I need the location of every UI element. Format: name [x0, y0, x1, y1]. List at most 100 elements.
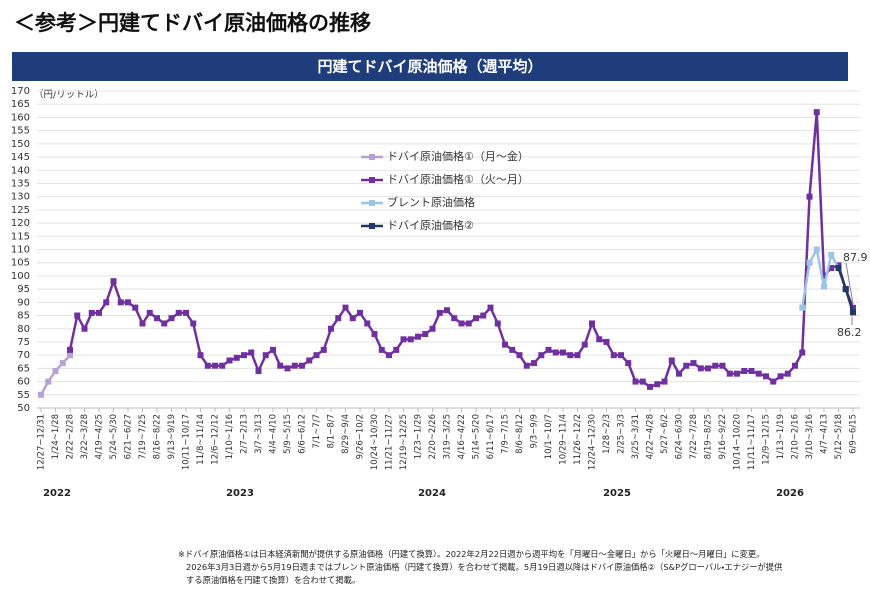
x-tick-label: 2/7~2/13	[240, 414, 250, 454]
footnote: 2026年3月3日週から5月19日週まではブレント原油価格（円建て換算）を合わせ…	[186, 562, 782, 572]
data-point	[248, 349, 255, 356]
data-point	[734, 370, 740, 377]
y-tick-label: 150	[11, 139, 30, 150]
data-point	[799, 304, 806, 311]
x-tick-label: 10/29~11/4	[559, 414, 569, 465]
data-point	[806, 193, 813, 200]
data-point	[190, 320, 197, 327]
year-label: 2025	[603, 488, 631, 499]
x-tick-label: 12/6~12/12	[211, 414, 221, 465]
data-point	[552, 349, 559, 356]
x-tick-label: 10/14~10/20	[733, 414, 743, 470]
data-point	[103, 299, 110, 306]
data-point	[154, 315, 160, 322]
data-point	[349, 315, 356, 322]
x-tick-label: 4/4~4/10	[269, 414, 279, 454]
legend-marker	[369, 177, 375, 183]
data-point	[799, 349, 806, 356]
data-point	[480, 312, 487, 319]
data-point	[393, 346, 400, 353]
y-tick-label: 165	[11, 99, 30, 110]
data-point	[835, 264, 842, 271]
x-tick-label: 12/27~12/31	[37, 414, 47, 470]
data-point	[378, 346, 385, 353]
x-tick-label: 1/23~1/29	[414, 414, 424, 459]
data-point	[117, 299, 124, 306]
y-tick-label: 100	[11, 271, 30, 282]
x-tick-label: 6/9~6/15	[849, 414, 859, 454]
legend-label: ドバイ原油価格①（火～月）	[387, 172, 529, 186]
leader-line	[845, 262, 854, 304]
x-tick-label: 8/1~8/7	[327, 414, 337, 448]
data-point	[465, 320, 472, 327]
data-point	[494, 320, 501, 327]
data-point	[538, 352, 545, 359]
x-tick-label: 3/22~3/28	[80, 414, 90, 459]
data-point	[763, 373, 769, 380]
data-point	[371, 331, 378, 338]
legend-marker	[369, 223, 375, 229]
data-point	[400, 336, 407, 343]
data-point	[81, 325, 88, 332]
data-point	[270, 346, 276, 353]
data-point	[581, 341, 588, 348]
x-tick-label: 3/10~3/16	[805, 414, 815, 459]
data-point	[668, 357, 675, 364]
data-point	[610, 352, 617, 359]
data-point	[828, 264, 835, 271]
data-point	[813, 109, 820, 116]
y-tick-label: 130	[11, 192, 30, 203]
x-tick-label: 7/22~7/28	[689, 414, 699, 459]
x-tick-label: 8/6~8/12	[515, 414, 525, 454]
data-point	[277, 362, 284, 369]
data-point	[632, 378, 639, 385]
data-point	[45, 378, 52, 385]
data-point	[168, 315, 175, 322]
data-point	[67, 346, 73, 353]
data-point	[705, 365, 711, 372]
x-tick-label: 11/21~11/27	[385, 414, 395, 470]
data-point	[567, 352, 574, 359]
y-tick-label: 70	[17, 350, 30, 361]
y-tick-label: 65	[17, 363, 30, 374]
data-label: 86.2	[837, 326, 862, 339]
data-point	[603, 338, 610, 345]
x-tick-label: 3/7~3/13	[254, 414, 264, 454]
data-point	[226, 357, 233, 364]
footnote: ※ドバイ原油価格①は日本経済新聞が提供する原油価格（円建て換算）。2022年2月…	[178, 549, 765, 559]
x-tick-label: 9/26~10/2	[356, 414, 366, 459]
x-tick-label: 5/27~6/2	[660, 414, 670, 454]
data-point	[38, 391, 44, 398]
x-tick-label: 2/22~2/28	[66, 414, 76, 459]
x-tick-label: 7/9~7/15	[501, 414, 511, 454]
y-tick-label: 90	[17, 297, 30, 308]
data-point	[719, 362, 726, 369]
legend-marker	[369, 154, 375, 160]
y-unit: （円/リットル）	[34, 89, 104, 101]
data-label: 87.9	[843, 251, 868, 264]
data-point	[364, 320, 371, 327]
data-point	[770, 378, 777, 385]
data-point	[821, 283, 827, 290]
data-point	[197, 352, 204, 359]
data-point	[697, 365, 704, 372]
data-point	[828, 251, 835, 258]
data-point	[792, 362, 798, 369]
x-tick-label: 4/19~4/25	[95, 414, 105, 459]
y-tick-label: 170	[11, 86, 30, 97]
data-point	[320, 346, 327, 353]
legend-label: ドバイ原油価格②	[387, 218, 474, 232]
data-point	[574, 352, 581, 359]
data-point	[299, 362, 305, 369]
x-tick-label: 3/25~3/31	[631, 414, 641, 459]
x-tick-label: 6/21~6/27	[124, 414, 134, 459]
x-tick-label: 1/24~1/28	[51, 414, 61, 459]
x-tick-label: 4/16~4/22	[457, 414, 467, 459]
x-tick-label: 2/25~3/3	[617, 414, 627, 454]
legend-label: ドバイ原油価格①（月～金）	[387, 149, 529, 163]
x-tick-label: 9/16~9/22	[718, 414, 728, 459]
year-label: 2026	[776, 488, 804, 499]
y-tick-label: 145	[11, 152, 30, 163]
x-tick-label: 8/16~8/22	[153, 414, 163, 459]
data-point	[509, 346, 516, 353]
